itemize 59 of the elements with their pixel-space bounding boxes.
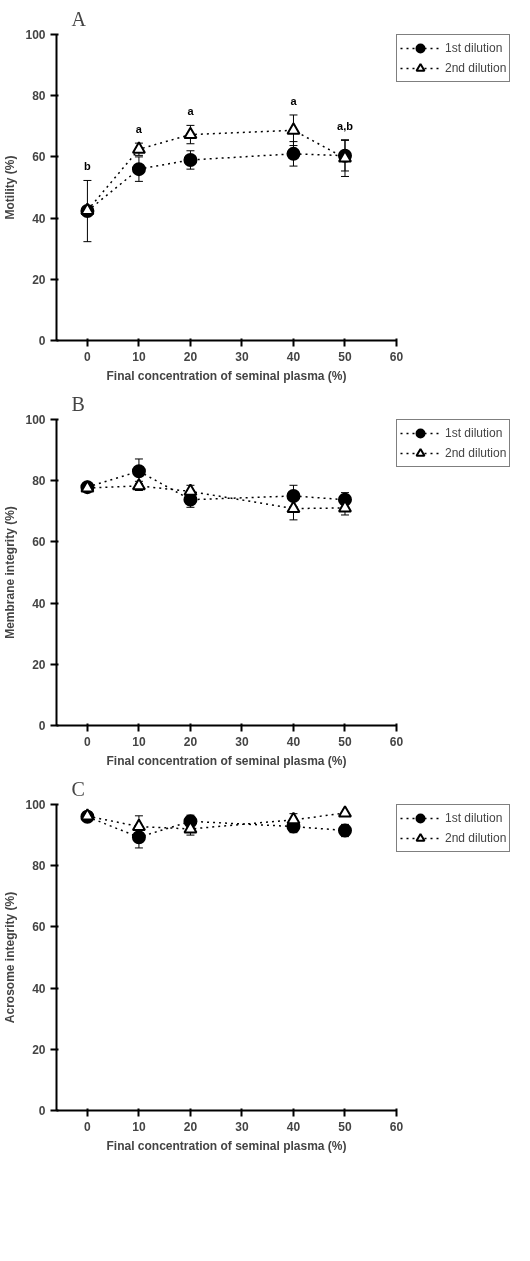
x-axis-title: Final concentration of seminal plasma (%) (106, 1138, 347, 1153)
legend-label: 1st dilution (445, 41, 503, 55)
x-tick-label: 40 (286, 734, 301, 749)
x-axis-title: Final concentration of seminal plasma (%) (106, 368, 347, 383)
x-tick-label: 50 (338, 1119, 352, 1134)
x-tick-label: 30 (235, 734, 249, 749)
x-tick-label: 50 (338, 734, 352, 749)
legend-label: 2nd dilution (445, 61, 507, 75)
y-tick-label: 60 (32, 535, 46, 550)
x-tick-label: 0 (84, 349, 92, 364)
y-tick-label: 100 (25, 28, 46, 42)
x-tick-label: 30 (235, 349, 249, 364)
y-tick-label: 60 (32, 920, 46, 935)
x-tick-label: 10 (132, 734, 146, 749)
annotation: a,b (337, 120, 354, 133)
x-tick-label: 60 (389, 349, 404, 364)
legend-label: 2nd dilution (445, 446, 507, 460)
x-tick-label: 20 (183, 349, 198, 364)
y-tick-label: 100 (25, 798, 46, 812)
chart-title: B (71, 392, 85, 415)
x-tick-label: 0 (84, 1119, 92, 1134)
y-tick-label: 80 (32, 474, 46, 489)
x-axis-title: Final concentration of seminal plasma (%) (106, 753, 347, 768)
x-tick-label: 10 (132, 1119, 146, 1134)
annotation: a (187, 105, 195, 118)
x-tick-label: 20 (183, 1119, 198, 1134)
x-tick-label: 50 (338, 349, 352, 364)
x-tick-label: 10 (132, 349, 146, 364)
y-tick-label: 20 (32, 272, 46, 287)
legend-label: 1st dilution (445, 811, 503, 825)
x-tick-label: 40 (286, 1119, 301, 1134)
y-tick-label: 40 (32, 211, 46, 226)
x-tick-label: 20 (183, 734, 198, 749)
y-axis-title: Motility (%) (3, 155, 18, 220)
y-tick-label: 20 (32, 1042, 46, 1057)
y-tick-label: 0 (38, 1104, 46, 1118)
x-tick-label: 60 (389, 734, 404, 749)
y-axis-title: Acrosome integrity (%) (3, 891, 18, 1024)
y-tick-label: 20 (32, 657, 46, 672)
y-tick-label: 100 (25, 413, 46, 427)
y-tick-label: 0 (38, 334, 46, 348)
x-tick-label: 30 (235, 1119, 249, 1134)
x-tick-label: 0 (84, 734, 92, 749)
annotation: a (290, 94, 298, 107)
chart-title: A (71, 7, 87, 30)
x-tick-label: 40 (286, 349, 301, 364)
y-tick-label: 60 (32, 150, 46, 165)
legend-label: 1st dilution (445, 426, 503, 440)
chart-title: C (71, 777, 85, 800)
y-tick-label: 40 (32, 596, 46, 611)
legend-label: 2nd dilution (445, 831, 507, 845)
annotation: a (135, 123, 143, 136)
y-tick-label: 80 (32, 859, 46, 874)
y-tick-label: 80 (32, 89, 46, 104)
annotation: b (84, 160, 92, 173)
y-tick-label: 0 (38, 719, 46, 733)
y-tick-label: 40 (32, 981, 46, 996)
y-axis-title: Membrane integrity (%) (3, 506, 18, 639)
x-tick-label: 60 (389, 1119, 404, 1134)
